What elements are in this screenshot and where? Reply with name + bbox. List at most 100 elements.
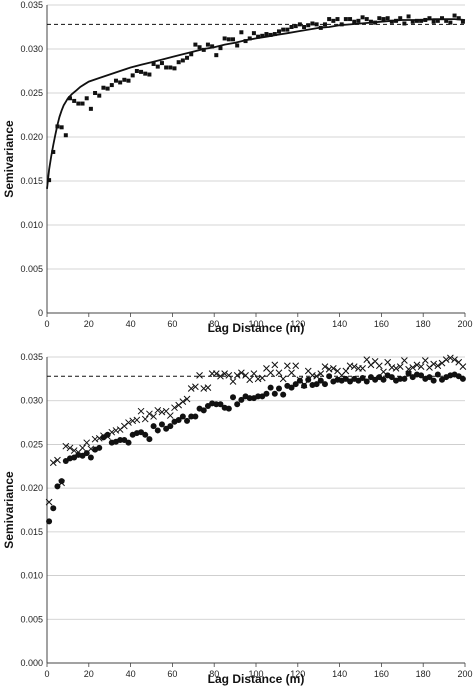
data-point [55, 124, 60, 129]
x-axis-title: Lag Distance (m) [208, 321, 305, 335]
data-point [70, 447, 78, 454]
data-point [192, 383, 199, 391]
data-point [217, 372, 224, 380]
y-tick-label: 0.015 [20, 176, 43, 186]
data-point [447, 354, 454, 362]
data-point [427, 16, 432, 21]
data-point [356, 18, 361, 23]
data-point [222, 36, 227, 41]
x-tick-label: 0 [44, 669, 49, 679]
data-point [401, 357, 408, 364]
series-square [47, 13, 465, 183]
data-point [331, 18, 336, 23]
data-point [385, 16, 390, 21]
data-point [125, 439, 132, 446]
y-tick-label: 0.030 [20, 396, 43, 406]
data-point [179, 413, 186, 420]
data-point [72, 98, 77, 103]
data-point [343, 17, 348, 22]
data-point [409, 364, 417, 371]
data-point [405, 365, 412, 373]
data-point [201, 47, 206, 52]
data-point [434, 362, 442, 370]
data-point [281, 27, 286, 32]
data-point [359, 365, 366, 372]
data-point [435, 18, 440, 23]
data-point [285, 27, 290, 32]
data-point [225, 405, 232, 412]
data-point [388, 364, 396, 371]
data-point [158, 421, 165, 428]
data-point [363, 378, 370, 385]
data-point [326, 373, 333, 380]
data-point [217, 401, 224, 408]
data-point [406, 14, 411, 19]
data-point [417, 363, 425, 370]
data-point [200, 407, 207, 414]
x-tick-label: 60 [167, 319, 177, 329]
data-point [335, 17, 340, 22]
data-point [47, 178, 52, 183]
data-point [418, 372, 425, 379]
y-tick-label: 0 [38, 308, 43, 318]
data-point [167, 423, 174, 430]
data-point [175, 416, 182, 423]
data-point [46, 518, 53, 525]
data-point [426, 374, 433, 381]
y-tick-label: 0.005 [20, 264, 43, 274]
data-point [109, 83, 114, 88]
x-tick-label: 140 [332, 669, 347, 679]
data-point [54, 483, 61, 490]
data-point [346, 362, 354, 370]
data-point [104, 431, 111, 438]
data-point [146, 436, 153, 443]
y-tick-label: 0.020 [20, 132, 43, 142]
y-tick-label: 0.025 [20, 88, 43, 98]
data-point [230, 394, 237, 401]
x-tick-label: 140 [332, 319, 347, 329]
data-point [184, 417, 191, 424]
data-point [176, 60, 181, 65]
x-tick-label: 40 [126, 319, 136, 329]
data-point [83, 439, 91, 447]
y-tick-label: 0.005 [20, 614, 43, 624]
data-point [460, 19, 465, 24]
data-point [54, 456, 61, 464]
data-point [185, 55, 190, 60]
data-point [234, 401, 241, 408]
data-point [247, 36, 252, 41]
data-point [134, 69, 139, 73]
data-point [196, 372, 203, 379]
data-point [292, 362, 300, 370]
data-point [113, 78, 118, 83]
data-point [348, 17, 353, 22]
data-point [58, 478, 65, 485]
data-point [440, 16, 445, 21]
data-point [321, 363, 329, 370]
data-point [322, 22, 327, 27]
data-point [264, 32, 269, 37]
series-cross [45, 354, 467, 506]
data-point [101, 85, 106, 90]
data-point [83, 450, 90, 457]
x-tick-label: 80 [209, 669, 219, 679]
data-point [139, 69, 144, 74]
data-point [231, 37, 236, 42]
data-point [192, 413, 199, 420]
data-point [381, 17, 386, 22]
data-point [359, 374, 366, 381]
x-tick-label: 180 [416, 319, 431, 329]
data-point [448, 20, 453, 25]
data-point [256, 34, 261, 39]
data-point [459, 363, 467, 370]
data-point [155, 64, 160, 69]
data-point [243, 39, 248, 44]
data-point [456, 16, 461, 21]
y-tick-label: 0.000 [20, 658, 43, 668]
data-point [280, 391, 287, 398]
data-point [122, 77, 127, 82]
data-point [275, 369, 283, 377]
data-point [45, 498, 53, 506]
x-tick-label: 120 [290, 669, 305, 679]
